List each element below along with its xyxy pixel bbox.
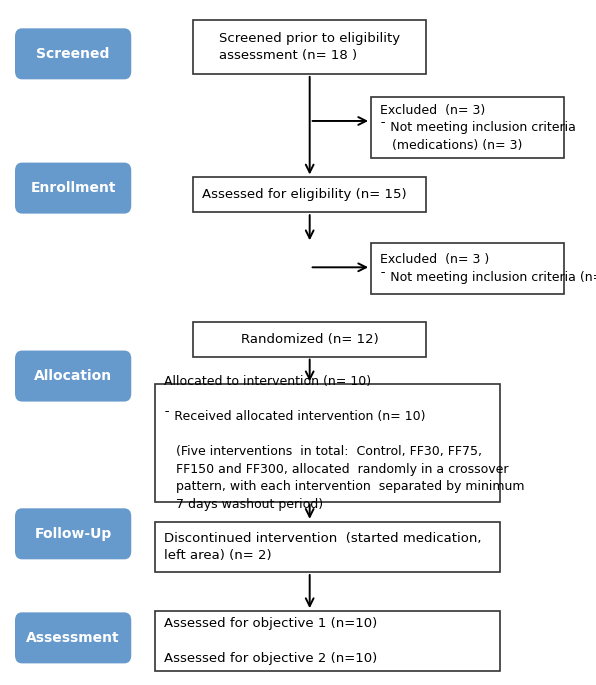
FancyBboxPatch shape (15, 351, 131, 401)
Text: Assessed for eligibility (n= 15): Assessed for eligibility (n= 15) (201, 188, 406, 201)
Text: Allocation: Allocation (34, 369, 112, 383)
Text: Assessed for objective 1 (n=10)

Assessed for objective 2 (n=10): Assessed for objective 1 (n=10) Assessed… (164, 617, 377, 665)
FancyBboxPatch shape (15, 28, 131, 79)
FancyBboxPatch shape (155, 611, 499, 671)
Text: Excluded  (n= 3 )
¯ Not meeting inclusion criteria (n= 3): Excluded (n= 3 ) ¯ Not meeting inclusion… (380, 253, 596, 284)
FancyBboxPatch shape (371, 97, 564, 158)
FancyBboxPatch shape (193, 21, 427, 74)
FancyBboxPatch shape (193, 177, 427, 212)
FancyBboxPatch shape (155, 384, 499, 502)
FancyBboxPatch shape (371, 243, 564, 294)
Text: Assessment: Assessment (26, 631, 120, 645)
Text: Randomized (n= 12): Randomized (n= 12) (241, 333, 378, 346)
Text: Excluded  (n= 3)
¯ Not meeting inclusion criteria
   (medications) (n= 3): Excluded (n= 3) ¯ Not meeting inclusion … (380, 103, 576, 151)
FancyBboxPatch shape (15, 508, 131, 560)
Text: Follow-Up: Follow-Up (35, 527, 112, 541)
FancyBboxPatch shape (155, 522, 499, 573)
FancyBboxPatch shape (15, 162, 131, 214)
FancyBboxPatch shape (15, 612, 131, 663)
Text: Enrollment: Enrollment (30, 181, 116, 195)
Text: Discontinued intervention  (started medication,
left area) (n= 2): Discontinued intervention (started medic… (164, 532, 481, 562)
FancyBboxPatch shape (193, 322, 427, 357)
Text: Screened: Screened (36, 47, 110, 61)
Text: Screened prior to eligibility
assessment (n= 18 ): Screened prior to eligibility assessment… (219, 32, 401, 62)
Text: Allocated to intervention (n= 10)

¯ Received allocated intervention (n= 10)

  : Allocated to intervention (n= 10) ¯ Rece… (164, 375, 524, 511)
